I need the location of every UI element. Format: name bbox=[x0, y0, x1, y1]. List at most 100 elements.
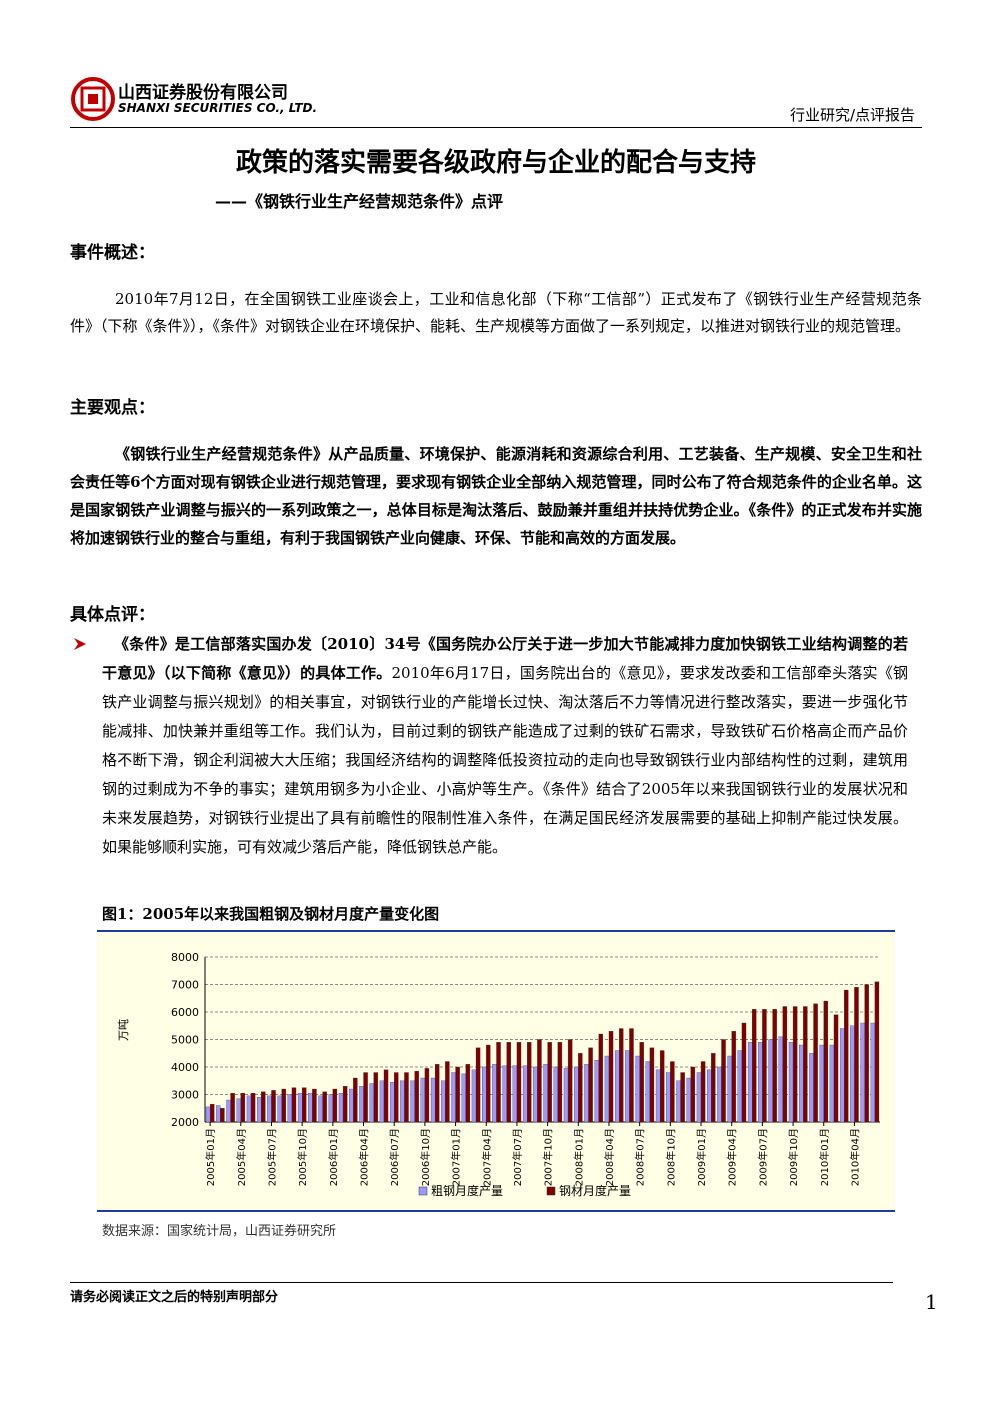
bar bbox=[486, 1044, 491, 1123]
bar bbox=[819, 1044, 824, 1123]
bar bbox=[854, 987, 859, 1123]
bar bbox=[594, 1059, 599, 1123]
bar bbox=[342, 1086, 348, 1123]
bar bbox=[512, 1065, 518, 1123]
y-axis-label: 万吨 bbox=[117, 1019, 130, 1041]
bar bbox=[543, 1064, 548, 1123]
bar bbox=[788, 1042, 794, 1123]
x-tick-label: 2005年10月 bbox=[296, 1128, 309, 1186]
bar bbox=[717, 1066, 722, 1123]
bar bbox=[404, 1072, 409, 1123]
bar bbox=[639, 1042, 644, 1123]
bullet-text: 2010年6月17日，国务院出台的《意见》，要求发改委和工信部牵头落实《钢铁产业… bbox=[102, 664, 908, 856]
bar bbox=[629, 1028, 634, 1123]
bar bbox=[281, 1088, 286, 1123]
bar bbox=[312, 1088, 317, 1123]
bar bbox=[502, 1065, 507, 1123]
bar bbox=[737, 1050, 743, 1123]
bar bbox=[369, 1083, 374, 1123]
y-tick-label: 5000 bbox=[171, 1034, 199, 1047]
bar bbox=[762, 1009, 767, 1123]
bar bbox=[604, 1055, 610, 1123]
paragraph: 2010年7月12日，在全国钢铁工业座谈会上，工业和信息化部（下称“工信部”）正… bbox=[70, 290, 922, 335]
bar bbox=[752, 1009, 757, 1123]
x-tick-label: 2009年04月 bbox=[726, 1128, 739, 1186]
bar bbox=[236, 1098, 241, 1123]
bar bbox=[635, 1055, 640, 1123]
bar bbox=[680, 1072, 685, 1123]
bar bbox=[257, 1097, 262, 1123]
bar bbox=[870, 1022, 876, 1123]
x-tick-label: 2005年07月 bbox=[265, 1128, 278, 1186]
x-tick-label: 2006年01月 bbox=[327, 1128, 340, 1186]
x-tick-label: 2005年01月 bbox=[204, 1128, 217, 1186]
bar bbox=[349, 1088, 354, 1123]
company-en: SHANXI SECURITIES CO., LTD. bbox=[118, 101, 318, 115]
x-tick-label: 2009年07月 bbox=[756, 1128, 769, 1186]
bar bbox=[328, 1094, 333, 1123]
bar bbox=[400, 1080, 405, 1123]
bar bbox=[482, 1066, 487, 1123]
x-tick-label: 2008年04月 bbox=[603, 1128, 616, 1186]
bar bbox=[359, 1086, 364, 1123]
bar bbox=[768, 1039, 773, 1123]
bar bbox=[844, 989, 849, 1123]
bar bbox=[271, 1090, 276, 1123]
x-tick-label: 2010年04月 bbox=[848, 1128, 861, 1186]
bar bbox=[373, 1072, 378, 1123]
bar bbox=[655, 1069, 661, 1123]
company-cn: 山西证券股份有限公司 bbox=[118, 83, 288, 103]
bar bbox=[696, 1072, 702, 1123]
x-tick-label: 2007年04月 bbox=[480, 1128, 493, 1186]
bar bbox=[778, 1036, 783, 1123]
bar bbox=[430, 1077, 436, 1123]
bar bbox=[772, 1009, 777, 1123]
bar bbox=[547, 1042, 552, 1123]
bar bbox=[465, 1064, 471, 1123]
bar bbox=[533, 1066, 538, 1123]
x-tick-label: 2008年10月 bbox=[664, 1128, 677, 1186]
bar bbox=[578, 1053, 583, 1123]
bar bbox=[240, 1092, 246, 1123]
x-tick-label: 2007年01月 bbox=[450, 1128, 463, 1186]
bar bbox=[850, 1025, 855, 1123]
bar bbox=[226, 1099, 231, 1123]
bar bbox=[261, 1091, 266, 1123]
bar bbox=[649, 1047, 655, 1123]
bar bbox=[860, 1022, 865, 1123]
x-tick-label: 2006年04月 bbox=[358, 1128, 371, 1186]
source: 数据来源：国家统计局，山西证券研究所 bbox=[102, 1224, 337, 1239]
bar bbox=[553, 1066, 558, 1123]
x-tick-label: 2009年10月 bbox=[787, 1128, 800, 1186]
bar bbox=[747, 1042, 753, 1123]
bar bbox=[537, 1039, 542, 1123]
bar bbox=[557, 1042, 563, 1123]
bar bbox=[666, 1072, 671, 1123]
x-tick-label: 2006年07月 bbox=[388, 1128, 401, 1186]
bar bbox=[803, 1006, 808, 1123]
bar bbox=[686, 1077, 691, 1123]
bar bbox=[645, 1061, 651, 1123]
bar bbox=[445, 1061, 450, 1123]
logo bbox=[71, 77, 115, 121]
bar bbox=[220, 1108, 225, 1123]
bar bbox=[246, 1095, 252, 1123]
bar bbox=[267, 1095, 272, 1123]
bar bbox=[700, 1061, 706, 1123]
y-tick-label: 2000 bbox=[171, 1116, 199, 1129]
bar bbox=[471, 1069, 477, 1123]
footer-note: 请务必阅读正文之后的特别声明部分 bbox=[70, 1290, 279, 1305]
bar bbox=[250, 1092, 256, 1123]
bar bbox=[864, 984, 869, 1123]
bar bbox=[690, 1066, 696, 1123]
bar bbox=[451, 1072, 456, 1123]
paragraph: 《钢铁行业生产经营规范条件》从产品质量、环境保护、能源消耗和资源综合利用、工艺装… bbox=[70, 445, 922, 547]
legend-label: 钢材月度产量 bbox=[559, 1183, 631, 1198]
bar bbox=[420, 1077, 426, 1123]
bar bbox=[455, 1066, 460, 1123]
x-tick-label: 2010年01月 bbox=[818, 1128, 831, 1186]
bar bbox=[829, 1044, 835, 1123]
bullet-paragraph: 《条件》是工信部落实国办发〔2010〕34号《国务院办公厅关于进一步加大节能减排… bbox=[102, 630, 908, 862]
title: 政策的落实需要各级政府与企业的配合与支持 bbox=[235, 148, 756, 178]
